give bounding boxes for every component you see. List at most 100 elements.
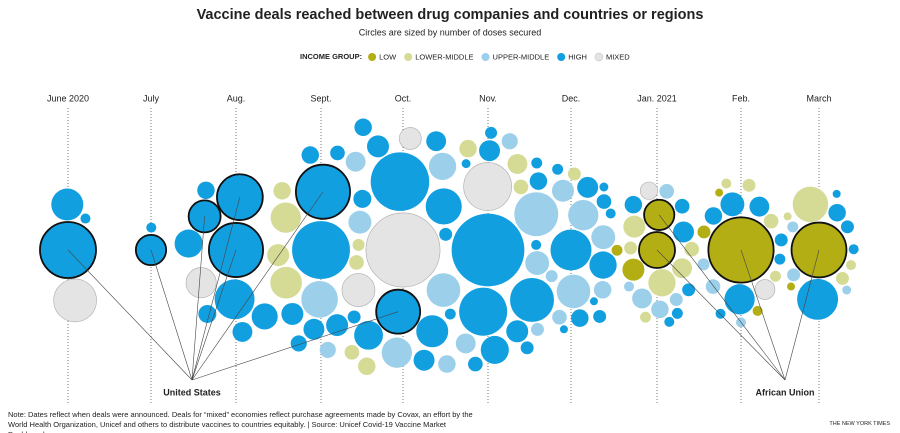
x-tick-label: Jan. 2021 — [637, 93, 677, 103]
chart-title: Vaccine deals reached between drug compa… — [197, 7, 704, 23]
bubble — [622, 258, 645, 281]
annotation-line — [191, 197, 241, 381]
bubble — [520, 341, 534, 355]
annotation-label: African Union — [755, 387, 814, 397]
legend: INCOME GROUP: LOW LOWER-MIDDLE UPPER-MIDDLE… — [300, 52, 630, 62]
credit: THE NEW YORK TIMES — [829, 421, 890, 427]
bubble — [624, 281, 635, 292]
legend-label: MIXED — [606, 52, 630, 61]
annotation-line — [191, 216, 205, 381]
bubble — [545, 270, 558, 283]
x-tick-label: Oct. — [395, 93, 412, 103]
bubble — [664, 316, 675, 327]
bubble — [792, 186, 829, 223]
bubble — [455, 333, 476, 354]
bubble — [828, 203, 846, 222]
bubble — [721, 178, 732, 189]
bubble — [439, 227, 453, 241]
annotation-line — [784, 249, 820, 381]
bubble — [596, 194, 612, 209]
bubble — [674, 198, 690, 214]
bubble — [426, 273, 461, 307]
bubble — [589, 251, 617, 279]
bubble — [842, 285, 852, 295]
bubble — [704, 207, 723, 225]
bubble — [344, 345, 360, 360]
bubble — [398, 127, 422, 150]
bubble — [273, 182, 291, 200]
bubble — [832, 189, 841, 198]
bubble — [697, 258, 710, 271]
bubble — [290, 335, 307, 352]
bubble — [552, 309, 567, 325]
bubble — [639, 181, 659, 200]
bubble — [358, 357, 376, 376]
bubble — [632, 288, 653, 309]
bubble — [267, 244, 290, 267]
bubble — [468, 356, 483, 372]
bubble — [326, 314, 349, 337]
legend-label: LOW — [379, 52, 397, 61]
legend-swatch — [594, 52, 604, 62]
bubble — [214, 279, 255, 320]
bubble — [348, 210, 372, 234]
bubble — [381, 337, 412, 368]
legend-label: UPPER-MIDDLE — [493, 52, 550, 61]
bubble — [648, 269, 676, 297]
bubble — [251, 303, 278, 330]
bubble — [345, 151, 366, 172]
bubble — [451, 213, 525, 287]
annotation-line — [191, 249, 237, 381]
bubble — [671, 307, 683, 319]
bubble — [577, 176, 599, 198]
bubble — [270, 266, 302, 299]
bubble — [571, 309, 589, 327]
bubble — [479, 140, 501, 162]
bubble — [669, 293, 683, 307]
bubble — [530, 322, 544, 336]
annotation-line — [740, 249, 786, 381]
bubble — [459, 139, 477, 158]
x-tick-label: March — [806, 93, 831, 103]
bubble — [531, 157, 543, 169]
legend-swatch — [404, 53, 413, 61]
annotation-label: United States — [163, 387, 221, 397]
bubble — [593, 281, 612, 299]
grid: June 2020 July Aug. Sept. Oct. Nov. Dec. Jan. 2… — [47, 93, 832, 405]
bubble — [624, 241, 638, 255]
legend-swatch — [557, 53, 566, 61]
bubble — [485, 126, 498, 139]
bubble — [720, 192, 745, 217]
bubble — [347, 310, 361, 324]
bubble — [848, 244, 859, 255]
bubble — [425, 188, 462, 225]
bubble — [174, 229, 203, 258]
note: Note: Dates reflect when deals were anno… — [8, 410, 473, 433]
bubble — [673, 221, 695, 243]
bubble — [353, 189, 372, 208]
bubble — [797, 278, 839, 320]
bubble — [770, 270, 781, 282]
bubble — [715, 308, 726, 319]
bubble — [80, 213, 91, 224]
x-tick-label: Nov. — [479, 93, 497, 103]
bubble — [589, 297, 598, 306]
bubble — [366, 135, 389, 158]
bubble — [550, 229, 592, 271]
bubble — [185, 267, 217, 299]
bubble — [783, 212, 792, 221]
bubble — [624, 195, 643, 214]
bubble — [749, 196, 770, 217]
bubble — [461, 159, 471, 169]
bubble — [697, 225, 711, 239]
bubble — [198, 304, 217, 323]
bubble — [787, 221, 799, 233]
bubble — [416, 315, 449, 348]
bubble — [354, 118, 372, 137]
bubble — [507, 153, 528, 174]
x-tick-label: July — [143, 93, 160, 103]
legend-label: HIGH — [568, 52, 587, 61]
bubble — [605, 208, 616, 219]
x-tick-label: June 2020 — [47, 93, 89, 103]
